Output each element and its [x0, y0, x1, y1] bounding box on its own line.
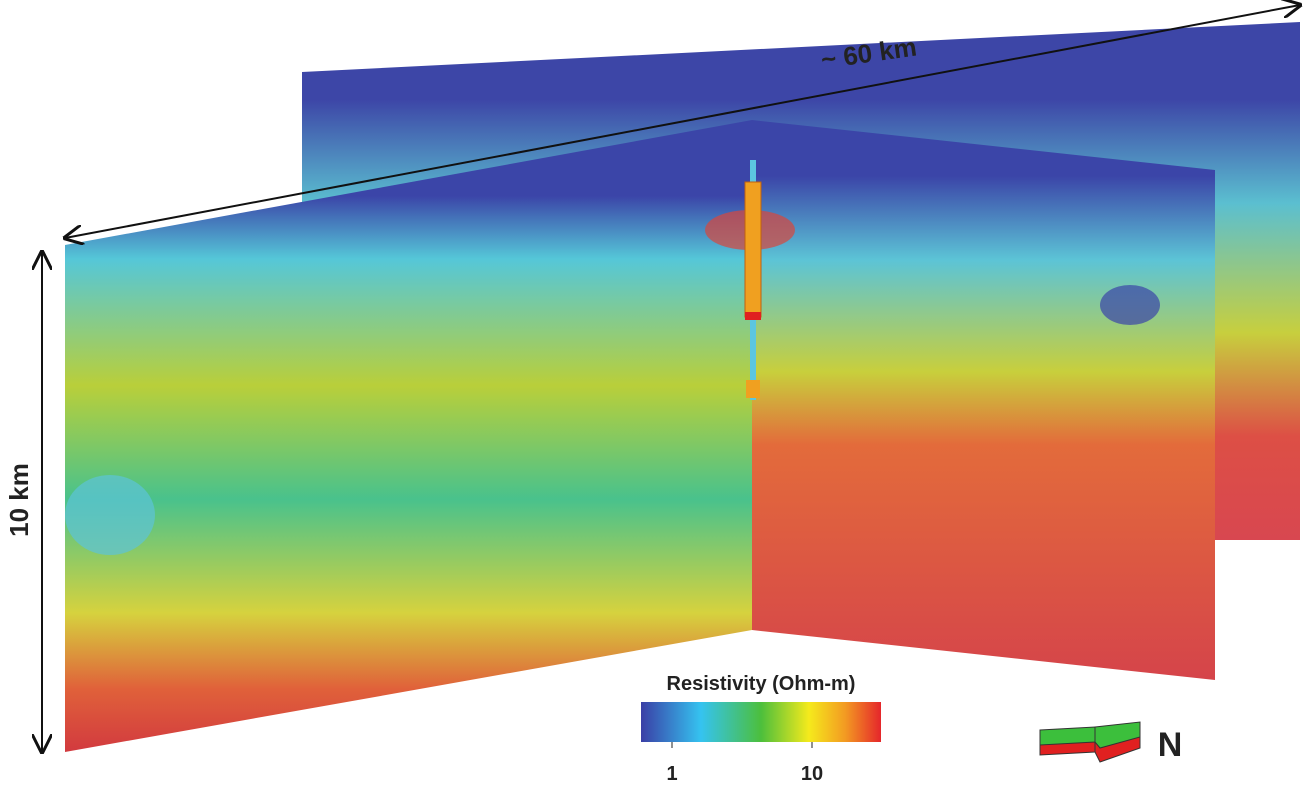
colorbar-title: Resistivity (Ohm-m) — [667, 673, 856, 695]
colorbar — [641, 702, 881, 742]
left-section — [65, 120, 752, 752]
compass-icon — [1039, 721, 1141, 763]
conductive-body — [65, 475, 155, 555]
colorbar-tick-label: 1 — [666, 763, 677, 785]
depth-label: 10 km — [4, 463, 34, 537]
width-arrow — [65, 5, 1300, 238]
colorbar-tick-label: 10 — [801, 763, 823, 785]
right-section — [752, 120, 1215, 680]
conductive-body — [1100, 285, 1160, 325]
compass-label: N — [1158, 726, 1183, 764]
